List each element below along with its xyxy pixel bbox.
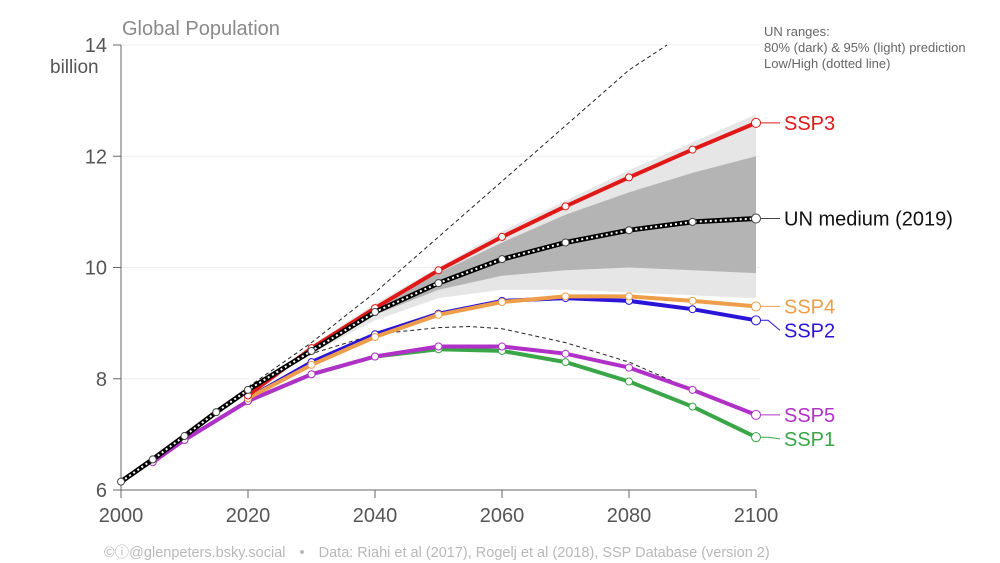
series-un-medium-2019	[117, 213, 761, 486]
leader-ssp1	[760, 436, 781, 440]
point-un-medium-2019-2005	[148, 455, 157, 464]
un-ranges-note: UN ranges: 80% (dark) & 95% (light) pred…	[764, 24, 966, 72]
point-ssp1-2080	[625, 377, 633, 386]
point-ssp1-2090	[688, 402, 697, 411]
x-tick-label-2020: 2020	[226, 505, 271, 527]
point-un-medium-2019-2070	[561, 238, 570, 247]
series-label-ssp3: SSP3	[784, 113, 835, 135]
note-line-3: Low/High (dotted line)	[764, 56, 891, 71]
series-line-ssp5	[150, 344, 758, 465]
series-label-ssp2: SSP2	[784, 320, 835, 342]
y-tick-label-14: 14	[85, 35, 107, 57]
x-tick-label-2080: 2080	[607, 505, 652, 527]
point-ssp2-2100	[751, 315, 761, 326]
guide-un-high	[247, 44, 668, 388]
credit-handle: ©ⓘ@glenpeters.bsky.social	[104, 545, 286, 561]
point-ssp5-2100	[751, 409, 761, 420]
chart-title: Global Population	[122, 18, 280, 40]
note-line-1: UN ranges:	[764, 24, 830, 39]
y-tick-label-8: 8	[96, 369, 107, 391]
x-tick-label-2000: 2000	[99, 505, 144, 527]
point-un-medium-2019-2000	[117, 477, 125, 486]
point-ssp3-2050	[434, 266, 443, 275]
x-tick-label-2060: 2060	[480, 505, 525, 527]
point-ssp5-2060	[498, 342, 506, 351]
point-un-medium-2019-2060	[498, 255, 506, 264]
axes: 6 8 10 12 14 2000 2020 2040 2060 2080 2100	[85, 35, 779, 527]
point-ssp4-2050	[434, 310, 443, 319]
series-ssp4	[244, 292, 761, 403]
point-un-medium-2019-2080	[625, 226, 633, 235]
series-label-ssp4: SSP4	[784, 296, 835, 318]
series-label-ssp5: SSP5	[784, 405, 835, 427]
point-un-medium-2019-2010	[180, 432, 189, 441]
point-ssp5-2080	[625, 363, 633, 372]
point-ssp3-2070	[561, 202, 570, 211]
point-ssp2-2090	[688, 305, 697, 314]
prediction-bands	[311, 114, 756, 354]
point-un-medium-2019-2020	[244, 385, 252, 394]
point-ssp4-2040	[371, 333, 379, 342]
point-ssp5-2030	[307, 370, 316, 379]
point-ssp5-2090	[688, 385, 697, 394]
series-label-ssp1: SSP1	[784, 429, 835, 451]
series-ssp3	[244, 117, 761, 400]
point-ssp4-2100	[751, 301, 761, 312]
point-ssp4-2080	[625, 292, 633, 301]
point-ssp4-2070	[561, 292, 570, 301]
point-un-medium-2019-2040	[371, 308, 379, 316]
x-tick-label-2100: 2100	[734, 505, 779, 527]
source-credit: ©ⓘ@glenpeters.bsky.social • Data: Riahi …	[104, 541, 780, 562]
point-un-medium-2019-2050	[434, 279, 443, 288]
point-ssp4-2090	[688, 296, 697, 305]
point-un-medium-2019-2015	[212, 408, 221, 417]
note-line-2: 80% (dark) & 95% (light) prediction	[764, 40, 966, 55]
point-ssp3-2080	[625, 173, 633, 182]
point-ssp3-2060	[498, 232, 506, 241]
data-series	[117, 117, 761, 486]
y-tick-label-10: 10	[85, 258, 107, 280]
series-line-ssp1	[182, 347, 758, 442]
un-low-high-guides	[247, 44, 693, 391]
point-ssp3-2090	[688, 145, 697, 154]
series-label-un-medium-2019: UN medium (2019)	[784, 209, 953, 231]
band-un-80-prediction-interval	[311, 156, 756, 351]
leader-ssp2	[760, 319, 781, 331]
point-ssp5-2070	[561, 349, 570, 358]
point-ssp1-2070	[561, 358, 570, 367]
point-un-medium-2019-2030	[307, 346, 316, 355]
point-ssp5-2040	[371, 352, 379, 361]
point-ssp1-2100	[751, 432, 761, 443]
point-un-medium-2019-2100	[751, 213, 761, 224]
y-tick-label-12: 12	[85, 146, 107, 168]
point-ssp3-2100	[751, 117, 761, 128]
point-ssp5-2050	[434, 342, 443, 351]
y-axis-unit-label: billion	[50, 57, 99, 78]
point-ssp4-2030	[307, 360, 316, 369]
x-tick-label-2040: 2040	[353, 505, 398, 527]
y-tick-label-6: 6	[96, 480, 107, 502]
series-ssp5	[148, 342, 761, 467]
credit-source: Data: Riahi et al (2017), Rogelj et al (…	[318, 545, 770, 561]
point-ssp4-2060	[498, 297, 506, 306]
credit-separator: •	[299, 545, 305, 561]
point-un-medium-2019-2090	[688, 217, 697, 226]
